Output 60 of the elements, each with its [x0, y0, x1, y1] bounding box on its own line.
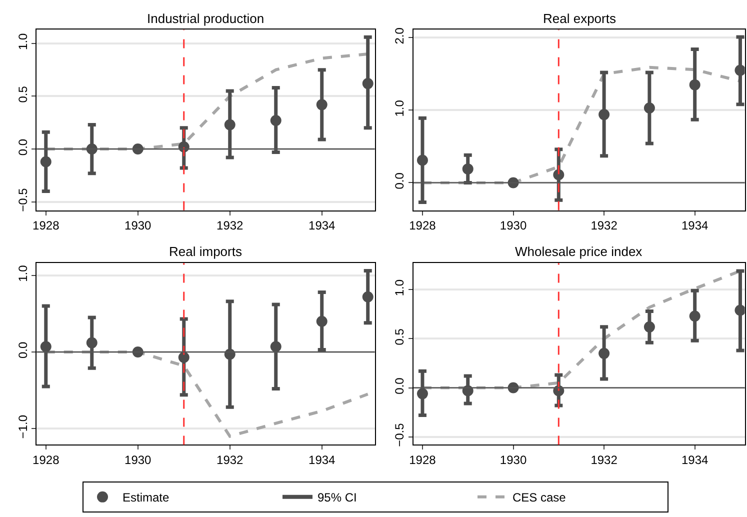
chart-title: Real imports: [169, 244, 242, 259]
point: [644, 102, 655, 114]
x-tick-label: 1928: [409, 453, 436, 468]
x-tick-label: 1934: [681, 453, 709, 468]
point: [553, 169, 564, 180]
y-tick-label: 0.0: [16, 342, 30, 359]
x-tick-label: 1932: [216, 218, 244, 233]
point: [734, 304, 745, 316]
point: [462, 163, 474, 174]
point: [316, 99, 328, 110]
point: [40, 341, 52, 352]
y-tick-label: 0.0: [16, 138, 30, 156]
chart-title: Real exports: [543, 11, 616, 26]
y-tick-label: 1.0: [16, 32, 30, 50]
point: [178, 352, 190, 363]
y-tick-label: 1.0: [392, 100, 407, 117]
y-tick-label: −0.5: [16, 188, 30, 212]
x-tick-label: 1928: [409, 218, 436, 233]
point: [270, 115, 282, 126]
x-tick-label: 1932: [590, 218, 618, 233]
y-tick-label: 0.0: [392, 172, 407, 190]
point: [362, 291, 374, 302]
chart-title: Industrial production: [147, 11, 264, 26]
x-tick-label: 1930: [124, 218, 152, 233]
x-tick-label: 1934: [308, 453, 336, 468]
text: 95% CI: [318, 490, 357, 505]
y-tick-label: 0.5: [16, 86, 30, 103]
point: [362, 78, 374, 90]
y-tick-label: 0.5: [392, 328, 407, 346]
point: [40, 156, 52, 168]
point: [644, 321, 655, 332]
legend-label: Estimate: [122, 490, 170, 505]
y-tick-label: 1.0: [392, 279, 407, 296]
x-tick-label: 1932: [590, 453, 618, 468]
y-tick-label: 2.0: [392, 27, 407, 44]
point: [224, 119, 236, 130]
y-tick-label: 0.0: [392, 377, 407, 394]
chart-title: Wholesale price index: [515, 244, 643, 259]
legend-label: CES case: [512, 490, 566, 505]
point: [86, 337, 98, 348]
x-tick-label: 1930: [500, 453, 527, 468]
point: [598, 348, 610, 359]
point: [316, 316, 328, 327]
point: [689, 79, 700, 90]
x-tick-label: 1928: [32, 218, 60, 233]
point: [416, 388, 428, 400]
point: [689, 310, 700, 322]
y-tick-label: 1.0: [16, 264, 30, 282]
x-tick-label: 1934: [681, 218, 709, 233]
y-tick-label: −1.0: [16, 414, 30, 439]
x-tick-label: 1934: [308, 218, 336, 233]
x-tick-label: 1930: [500, 218, 527, 233]
y-tick-label: −0.5: [392, 422, 407, 447]
x-tick-label: 1928: [32, 453, 60, 468]
point: [416, 154, 428, 166]
point: [598, 109, 610, 120]
point: [734, 64, 745, 76]
point: [270, 341, 282, 352]
x-tick-label: 1930: [124, 453, 152, 468]
x-tick-label: 1932: [216, 453, 244, 468]
